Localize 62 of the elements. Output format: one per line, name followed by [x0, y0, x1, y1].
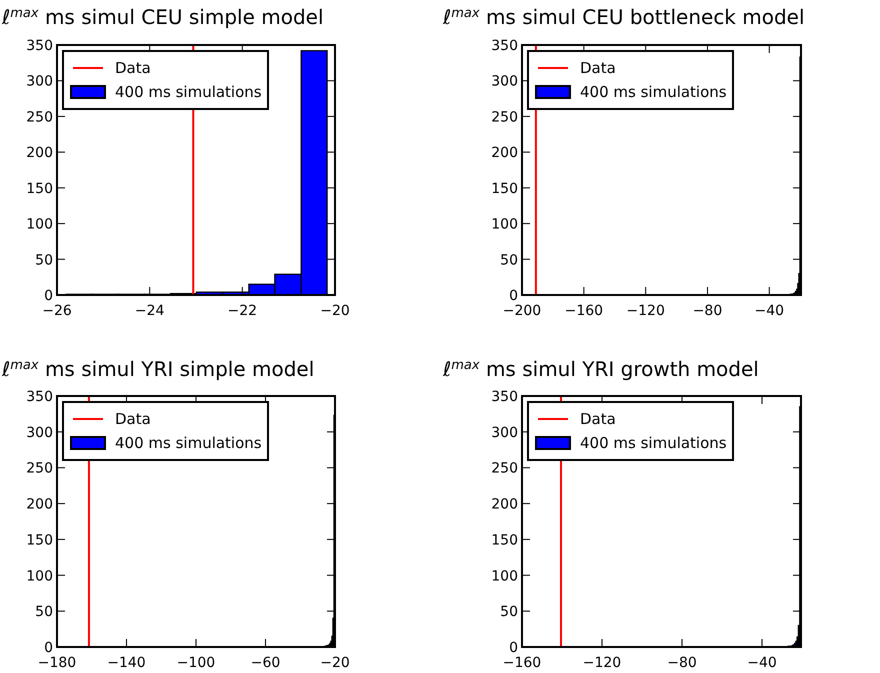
y-tick-label: 100 — [491, 216, 518, 233]
legend-label: 400 ms simulations — [115, 83, 262, 101]
x-tick-label: −20 — [320, 655, 350, 671]
y-tick-label: 0 — [44, 288, 53, 304]
chart-title: ℓ$^{max}$ ms simul CEU bottleneck model — [442, 5, 805, 29]
y-tick-label: 0 — [44, 640, 53, 656]
x-tick-label: −100 — [176, 655, 216, 671]
y-tick-label: 250 — [26, 460, 53, 477]
y-tick-label: 100 — [491, 568, 518, 584]
y-tick-label: 300 — [491, 424, 518, 441]
y-tick-label: 350 — [26, 389, 53, 405]
x-tick-label: −20 — [320, 303, 350, 319]
y-tick-label: 350 — [26, 38, 53, 54]
x-tick-label: −40 — [747, 655, 777, 671]
legend-label: 400 ms simulations — [115, 434, 262, 452]
y-tick-label: 250 — [26, 109, 53, 126]
y-tick-label: 100 — [26, 216, 53, 233]
y-tick-label: 150 — [491, 180, 518, 197]
x-tick-label: −160 — [564, 303, 604, 319]
y-tick-label: 200 — [491, 496, 518, 513]
y-tick-label: 200 — [26, 145, 53, 162]
y-tick-label: 150 — [491, 532, 518, 548]
ref-line-label: Data — [580, 410, 616, 428]
y-tick-label: 50 — [500, 604, 518, 620]
y-tick-label: 50 — [35, 604, 53, 620]
chart-title: ℓ$^{max}$ ms simul CEU simple model — [1, 5, 324, 29]
y-tick-label: 150 — [26, 532, 53, 548]
y-tick-label: 350 — [491, 389, 518, 405]
legend-label: 400 ms simulations — [580, 434, 727, 452]
y-tick-label: 300 — [26, 424, 53, 441]
y-tick-label: 0 — [509, 288, 518, 304]
y-tick-label: 300 — [26, 74, 53, 90]
y-tick-label: 150 — [26, 180, 53, 197]
chart-title: ℓ$^{max}$ ms simul YRI simple model — [1, 357, 314, 381]
y-tick-label: 300 — [491, 74, 518, 90]
x-tick-label: −180 — [38, 655, 76, 671]
ref-line-label: Data — [580, 59, 616, 77]
x-tick-label: −120 — [582, 655, 622, 671]
chart-title: ℓ$^{max}$ ms simul YRI growth model — [442, 357, 759, 381]
y-tick-label: 50 — [35, 252, 53, 268]
x-tick-label: −160 — [502, 655, 542, 671]
x-tick-label: −120 — [626, 303, 665, 319]
x-tick-label: −26 — [42, 303, 72, 319]
y-tick-label: 250 — [491, 460, 518, 477]
x-tick-label: −24 — [134, 303, 165, 319]
y-tick-label: 250 — [491, 109, 518, 126]
x-tick-label: −40 — [754, 303, 784, 319]
legend-label: 400 ms simulations — [580, 83, 727, 101]
x-tick-label: −80 — [667, 655, 697, 671]
y-tick-label: 350 — [491, 38, 518, 54]
x-tick-label: −80 — [692, 303, 722, 319]
y-tick-label: 200 — [26, 496, 53, 513]
y-tick-label: 50 — [500, 252, 518, 268]
x-tick-label: −22 — [228, 303, 258, 319]
y-tick-label: 200 — [491, 145, 518, 162]
x-tick-label: −200 — [502, 303, 542, 319]
x-tick-label: −140 — [107, 655, 146, 671]
ref-line-label: Data — [115, 410, 151, 428]
ref-line-label: Data — [115, 59, 151, 77]
y-tick-label: 100 — [26, 568, 53, 584]
x-tick-label: −60 — [250, 655, 280, 671]
y-tick-label: 0 — [509, 640, 518, 656]
